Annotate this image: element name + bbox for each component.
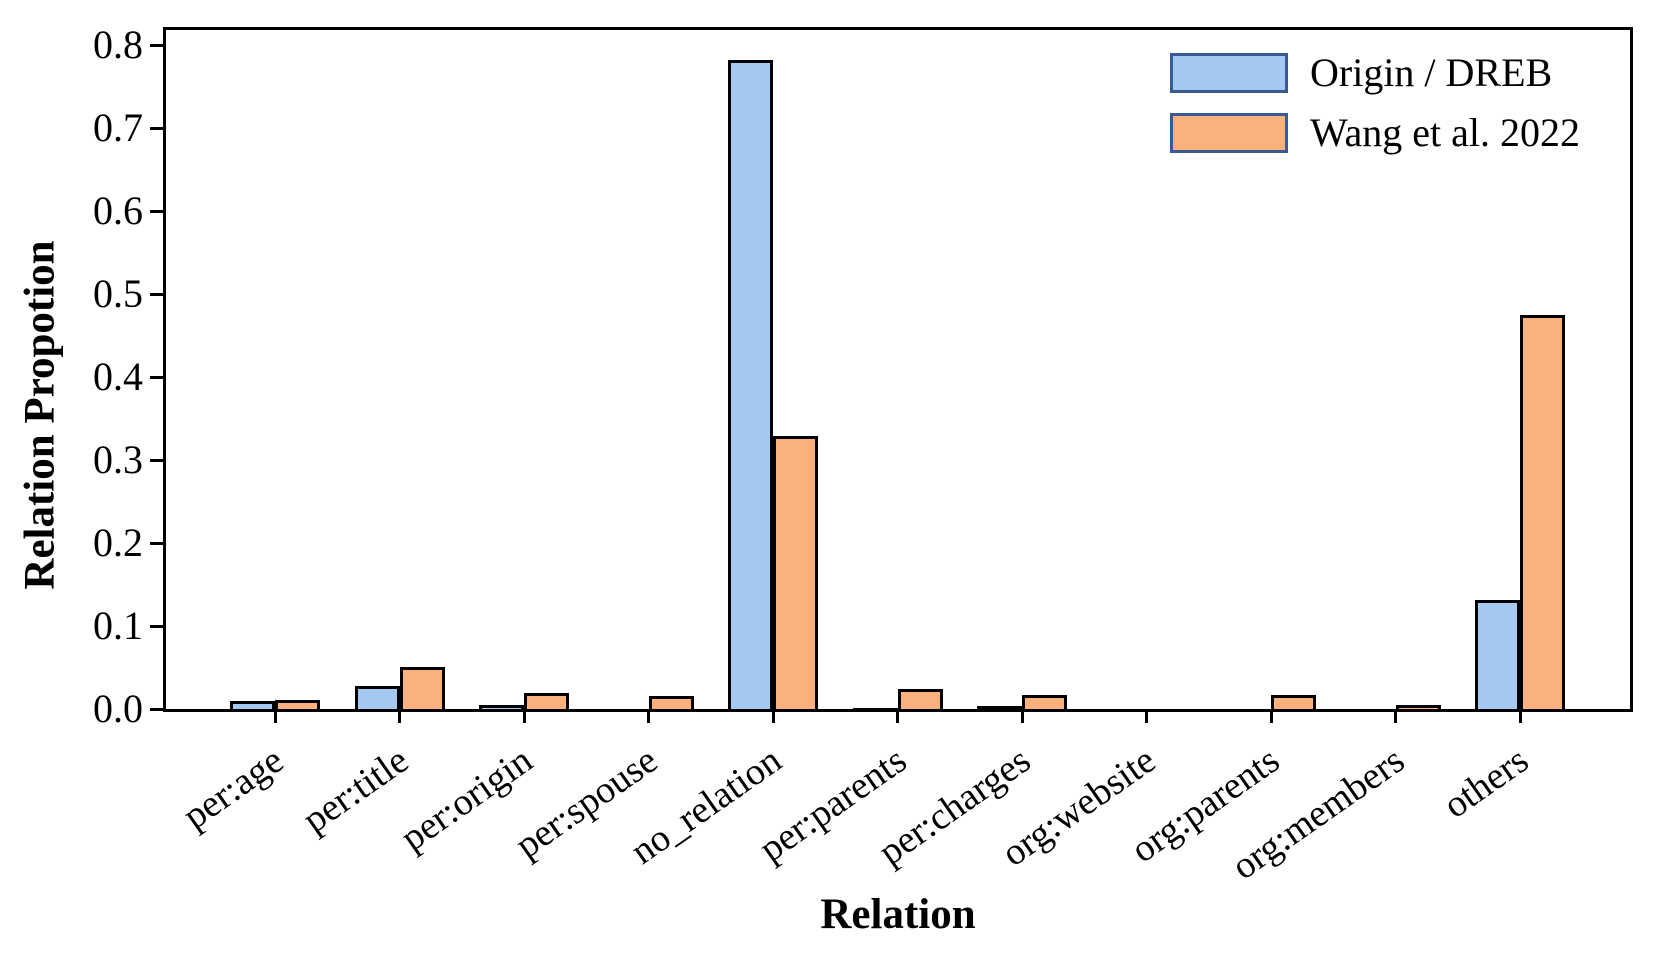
x-tick	[273, 712, 277, 723]
bar	[1520, 315, 1565, 712]
y-tick-label: 0.1	[93, 603, 143, 648]
bar	[852, 708, 898, 712]
x-tick	[398, 712, 401, 723]
bar	[648, 696, 694, 712]
legend-label-origin-dreb: Origin / DREB	[1310, 50, 1553, 95]
y-tick	[150, 376, 163, 379]
legend-item-origin-dreb: Origin / DREB	[1170, 53, 1580, 93]
x-tick	[896, 712, 899, 723]
bar	[1101, 709, 1147, 712]
y-tick-label: 0.6	[93, 188, 143, 233]
y-tick-label: 0.0	[93, 686, 143, 731]
y-tick	[150, 127, 163, 130]
y-tick-label: 0.8	[93, 22, 143, 67]
bar	[897, 689, 943, 712]
bar	[1271, 695, 1316, 712]
legend-swatch-origin-dreb	[1170, 53, 1288, 93]
x-tick	[1518, 712, 1522, 723]
bar	[275, 700, 320, 712]
x-tick	[1020, 712, 1024, 723]
y-tick	[150, 293, 163, 296]
y-tick	[150, 542, 163, 545]
legend-swatch-wang-2022	[1170, 113, 1288, 153]
y-tick	[150, 210, 163, 213]
x-tick	[522, 712, 526, 723]
bar	[1395, 705, 1441, 712]
bar	[354, 686, 400, 712]
y-tick-label: 0.2	[93, 520, 143, 565]
bar	[1226, 709, 1271, 712]
legend-label-wang-2022: Wang et al. 2022	[1310, 110, 1581, 155]
bar	[603, 709, 649, 712]
y-tick	[150, 625, 163, 628]
y-tick-label: 0.7	[93, 105, 143, 150]
legend-item-wang-2022: Wang et al. 2022	[1170, 113, 1580, 153]
y-tick-label: 0.4	[93, 354, 143, 399]
bar	[479, 705, 524, 712]
y-tick-label: 0.3	[93, 437, 143, 482]
x-tick	[647, 712, 650, 723]
bar	[1146, 709, 1192, 712]
bar	[399, 667, 445, 712]
x-tick	[1145, 712, 1148, 723]
legend: Origin / DREB Wang et al. 2022	[1170, 53, 1580, 173]
bar	[1022, 695, 1067, 712]
x-axis-label: Relation	[820, 891, 976, 938]
y-tick	[150, 44, 163, 47]
bar	[1475, 600, 1520, 712]
bar	[524, 693, 569, 712]
y-tick	[150, 459, 163, 462]
bar	[773, 436, 818, 712]
bar	[728, 60, 773, 712]
bar	[230, 701, 275, 712]
x-tick	[1269, 712, 1273, 723]
x-tick	[1394, 712, 1397, 723]
bar	[1350, 709, 1396, 712]
y-tick-label: 0.5	[93, 271, 143, 316]
x-tick	[771, 712, 775, 723]
bar	[977, 706, 1022, 712]
y-tick	[150, 708, 163, 711]
plot-area: 0.0 0.1 0.2 0.3 0.4 0.5 0.6 0.7 0.8 per:age per:ti…	[93, 22, 1633, 888]
